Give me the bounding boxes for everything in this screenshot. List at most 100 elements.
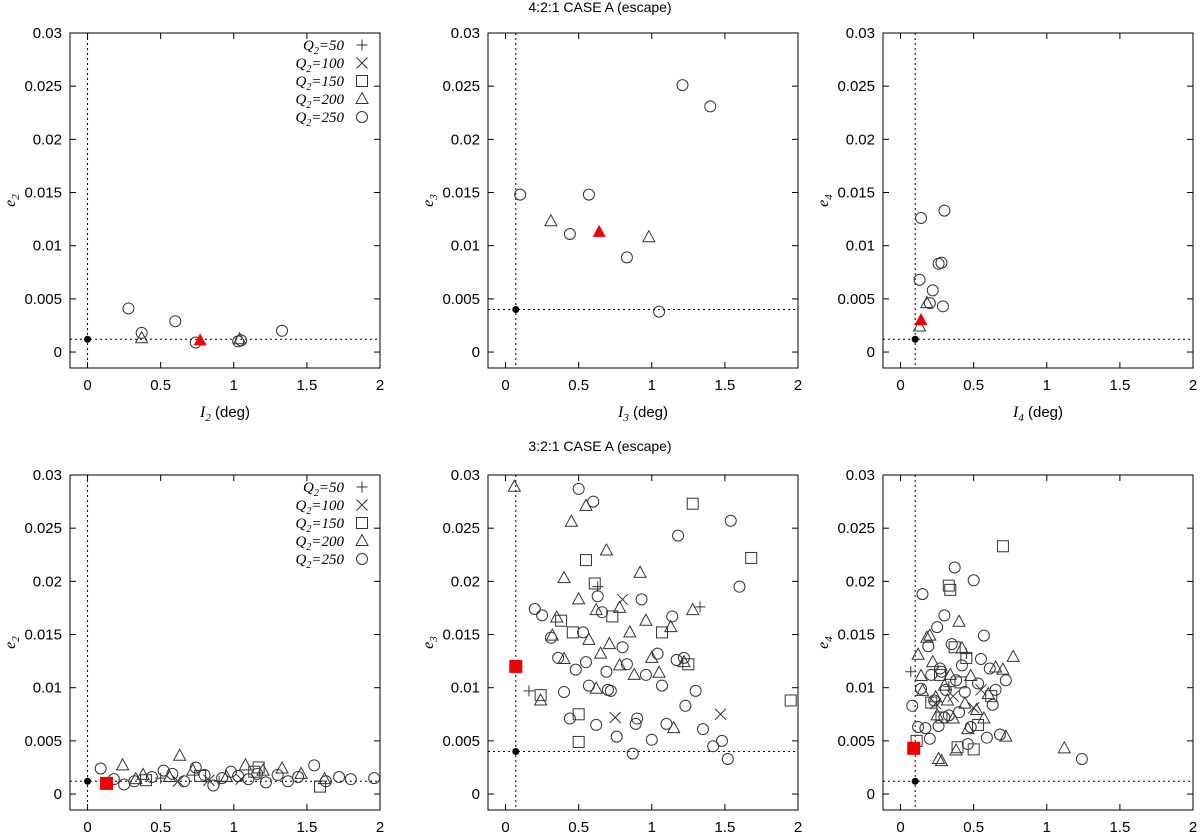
y-tick-label: 0 [867, 786, 875, 803]
legend-marker-plus [356, 481, 368, 493]
x-tick-label: 1.5 [1109, 819, 1130, 836]
data-point-triangle [115, 757, 130, 771]
y-tick-label: 0.015 [442, 185, 480, 202]
data-point-triangle [589, 681, 604, 694]
data-point-circle [977, 629, 990, 642]
data-point-circle [948, 561, 961, 574]
legend-label: Q2=100 [296, 56, 345, 75]
data-point-circle [935, 256, 948, 269]
data-point-circle [993, 728, 1006, 741]
data-point-cross [609, 711, 622, 724]
reference-point [512, 748, 520, 756]
data-point-circle [292, 771, 305, 784]
data-point-square [686, 497, 699, 510]
data-point-triangle [652, 665, 666, 678]
legend-label: Q2=150 [296, 516, 345, 535]
y-tick-label: 0.01 [846, 238, 875, 255]
data-point-circle [938, 711, 951, 724]
data-point-square [942, 579, 955, 592]
data-point-triangle [644, 650, 659, 663]
highlight-point [592, 224, 606, 237]
x-tick-label: 0.5 [150, 377, 171, 394]
scatter-panel-6: 00.511.5200.0050.010.0150.020.0250.03I4 … [815, 467, 1197, 836]
data-point-circle [733, 580, 746, 593]
data-point-circle [242, 773, 255, 786]
reference-point [512, 306, 520, 314]
data-point-circle [938, 204, 951, 217]
x-tick-label: 0 [896, 819, 904, 836]
data-point-circle [639, 668, 652, 681]
x-tick-label: 2 [794, 377, 802, 394]
x-tick-label: 0.5 [963, 377, 984, 394]
data-point-circle [94, 762, 107, 775]
data-point-circle [122, 302, 135, 315]
data-point-circle [596, 606, 609, 619]
x-tick-label: 0 [83, 819, 91, 836]
data-point-triangle [969, 702, 984, 716]
data-point-circle [610, 730, 623, 743]
data-point-circle [919, 722, 932, 735]
reference-point [84, 335, 92, 343]
y-tick-label: 0.005 [24, 291, 62, 308]
data-point-circle [721, 752, 734, 765]
legend-label: Q2=200 [296, 534, 345, 553]
data-point-square [985, 690, 998, 703]
data-point-triangle [952, 614, 966, 627]
data-point-triangle [136, 767, 150, 780]
data-point-circle [591, 590, 604, 603]
data-point-triangle [593, 646, 608, 659]
data-point-square [935, 711, 948, 724]
data-point-circle [145, 771, 158, 784]
data-point-triangle [988, 659, 1003, 673]
data-point-triangle [185, 763, 200, 776]
data-point-circle [660, 717, 673, 730]
data-point-cross [947, 690, 960, 703]
x-axis-label: I4 (deg) [1012, 404, 1063, 424]
x-tick-label: 2 [376, 377, 384, 394]
x-tick-label: 1 [1043, 377, 1051, 394]
legend-label: Q2=50 [303, 38, 344, 57]
y-tick-label: 0 [54, 344, 62, 361]
y-tick-label: 0.02 [33, 573, 62, 590]
data-point-circle [915, 682, 928, 695]
data-point-circle [651, 647, 664, 660]
data-point-circle [368, 772, 381, 785]
data-point-circle [629, 717, 642, 730]
legend-label: Q2=150 [296, 74, 345, 93]
data-point-triangle [564, 514, 579, 527]
data-point-circle [656, 679, 669, 692]
x-tick-label: 1 [648, 819, 656, 836]
plot-frame [69, 32, 381, 369]
legend-marker-triangle [355, 533, 369, 546]
data-point-triangle [666, 720, 681, 734]
data-point-circle [696, 723, 709, 736]
y-tick-label: 0.015 [837, 627, 875, 644]
data-point-square [606, 610, 619, 623]
data-point-triangle [931, 751, 946, 764]
data-point-circle [724, 514, 737, 527]
y-axis-label: e4 [815, 636, 835, 649]
data-point-triangle [1006, 649, 1020, 662]
data-point-circle [983, 662, 996, 675]
x-tick-label: 0.5 [150, 819, 171, 836]
y-tick-label: 0.03 [451, 25, 480, 42]
data-point-triangle [677, 654, 691, 668]
data-point-circle [935, 665, 948, 678]
data-point-circle [676, 79, 689, 92]
data-point-circle [645, 733, 658, 746]
x-tick-label: 0 [83, 377, 91, 394]
y-tick-label: 0.03 [33, 25, 62, 42]
y-tick-label: 0.03 [33, 467, 62, 484]
data-point-circle [582, 188, 595, 201]
data-point-triangle [639, 613, 653, 626]
legend-label: Q2=100 [296, 498, 345, 517]
legend-marker-circle [356, 111, 368, 123]
data-point-triangle [549, 609, 564, 623]
x-tick-label: 0 [501, 819, 509, 836]
data-point-circle [989, 683, 1002, 696]
data-point-triangle [507, 479, 522, 492]
y-tick-label: 0.03 [846, 25, 875, 42]
data-point-triangle [915, 683, 930, 696]
y-axis-label: e3 [420, 636, 440, 649]
